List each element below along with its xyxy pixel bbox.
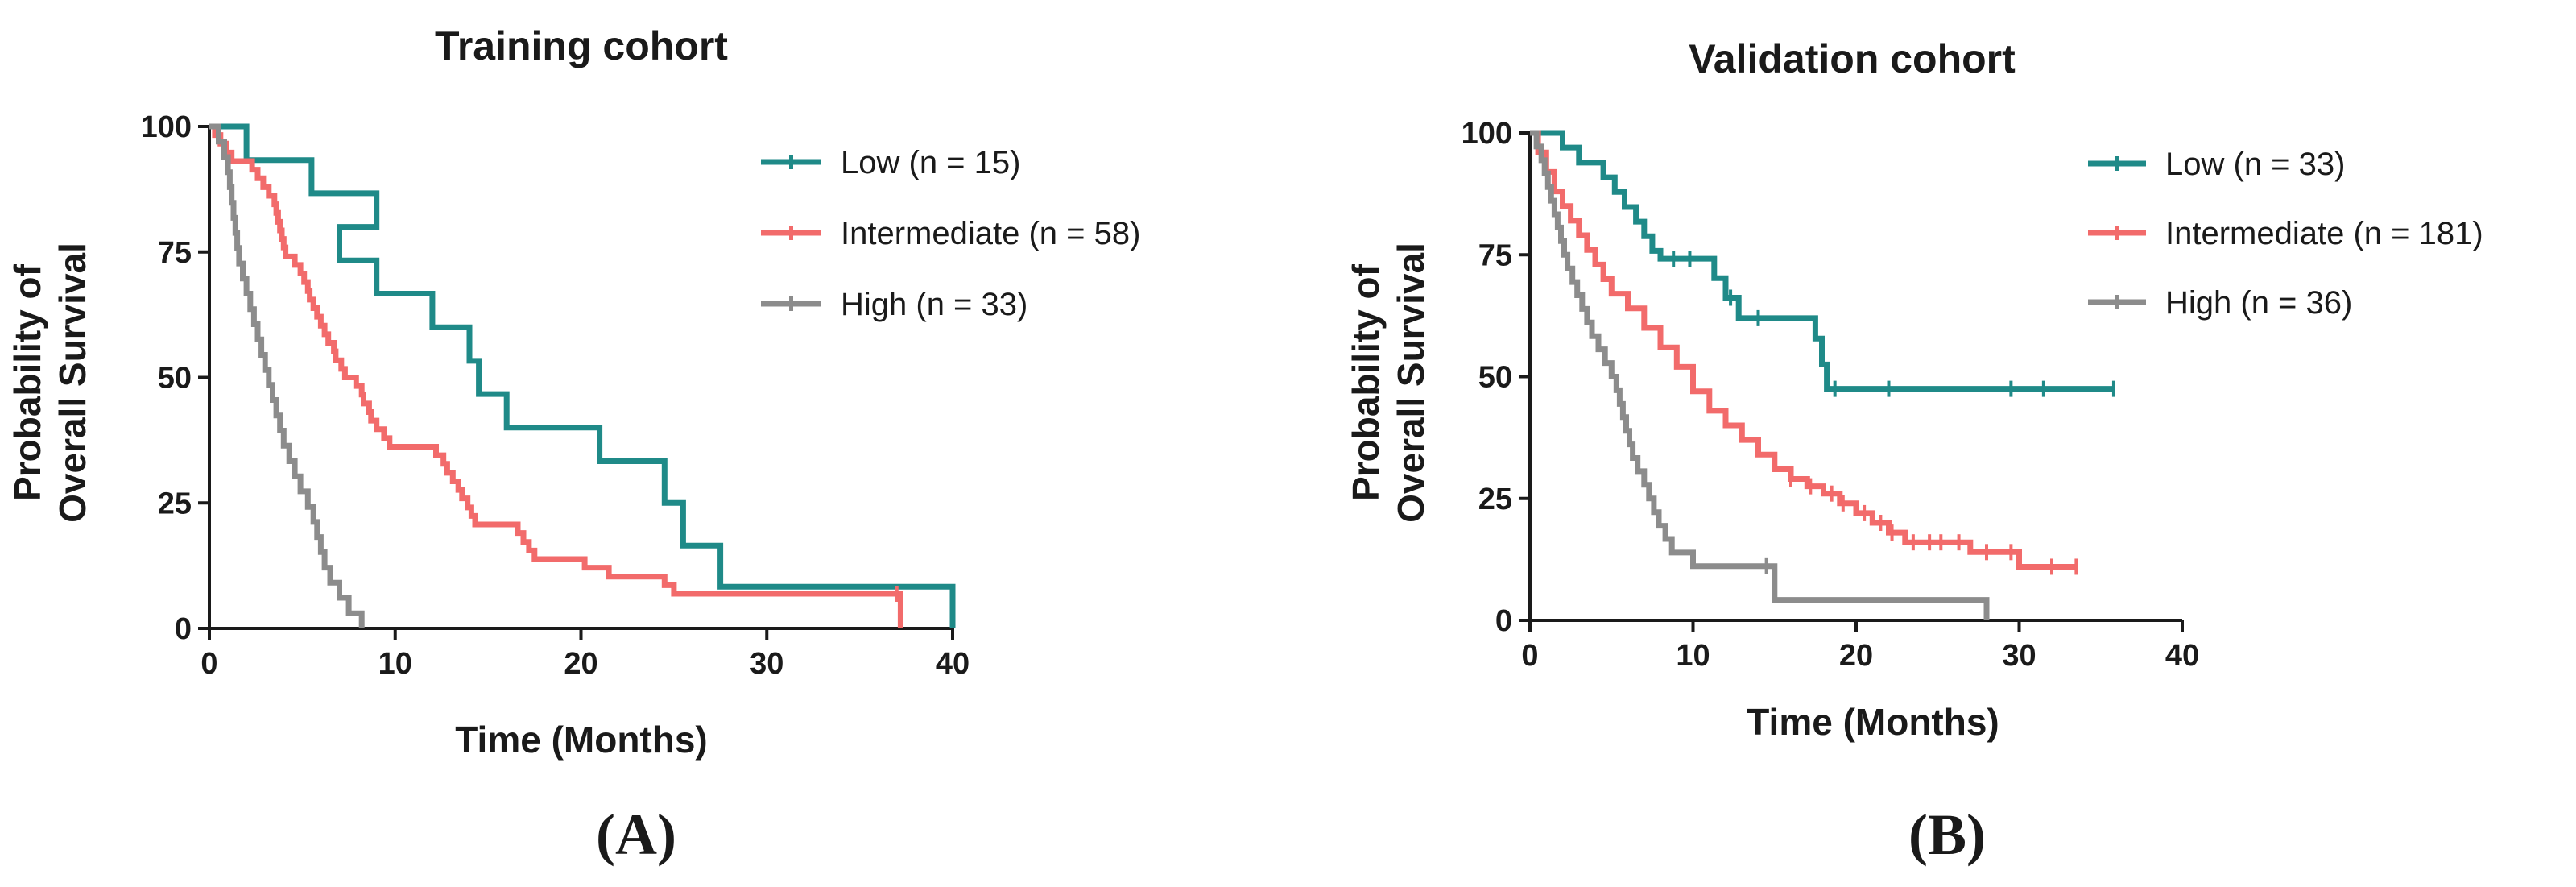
y-tick-label: 50	[1478, 361, 1512, 395]
panel-a-training: Training cohort Probability of Overall S…	[6, 23, 1140, 867]
legend-label: Intermediate (n = 58)	[841, 216, 1140, 251]
plot-area: 0 25 50 75 100 0 10 20 30 40	[1462, 117, 2200, 673]
y-tick-label: 100	[1462, 117, 1512, 151]
panel-label: (A)	[596, 802, 676, 867]
x-axis-title: Time (Months)	[1747, 701, 1999, 743]
legend-label: Low (n = 33)	[2165, 147, 2345, 182]
legend: Low (n = 15) Intermediate (n = 58) High (n…	[761, 145, 1140, 322]
series-line-intermediate	[1530, 130, 2077, 570]
series-line-low	[1530, 130, 2114, 392]
x-tick-label: 30	[2002, 639, 2036, 673]
x-tick-label: 40	[936, 647, 970, 681]
legend-label: Low (n = 15)	[841, 145, 1020, 180]
y-tick-label: 0	[1495, 604, 1512, 638]
chart-title: Validation cohort	[1689, 36, 2016, 81]
x-axis-title: Time (Months)	[455, 719, 707, 761]
y-tick-label: 75	[1478, 238, 1512, 272]
x-tick-label: 40	[2165, 639, 2199, 673]
y-tick-label: 100	[141, 110, 192, 144]
series-line-low	[209, 123, 956, 628]
y-axis-title-line-2: Overall Survival	[1390, 242, 1432, 523]
y-axis-title: Probability of Overall Survival	[6, 242, 93, 523]
plot-area: 0 25 50 75 100 0 10 20 30 40	[141, 110, 970, 681]
y-axis-title: Probability of Overall Survival	[1345, 242, 1432, 523]
y-tick-label: 25	[158, 487, 192, 520]
y-axis-title-line-1: Probability of	[6, 263, 48, 501]
y-tick-label: 50	[158, 362, 192, 396]
legend-label: High (n = 36)	[2165, 285, 2352, 321]
y-tick-label: 0	[175, 612, 192, 646]
legend-label: High (n = 33)	[841, 287, 1028, 322]
panel-b-validation: Validation cohort Probability of Overall…	[1345, 36, 2483, 867]
x-tick-label: 10	[378, 647, 412, 681]
legend: Low (n = 33) Intermediate (n = 181) High (…	[2088, 147, 2483, 321]
y-axis-title-line-2: Overall Survival	[52, 242, 93, 523]
series-line-intermediate	[209, 123, 903, 628]
series-line-high	[209, 123, 365, 628]
y-tick-label: 75	[158, 236, 192, 270]
x-tick-label: 30	[750, 647, 784, 681]
panel-label: (B)	[1908, 802, 1986, 867]
series-line-high	[1530, 130, 1990, 620]
legend-label: Intermediate (n = 181)	[2165, 216, 2483, 251]
chart-title: Training cohort	[435, 23, 728, 68]
x-tick-label: 20	[564, 647, 597, 681]
x-tick-label: 0	[201, 647, 217, 681]
x-tick-label: 0	[1521, 639, 1538, 673]
y-tick-label: 25	[1478, 483, 1512, 516]
y-axis-title-line-1: Probability of	[1345, 263, 1387, 501]
x-tick-label: 20	[1839, 639, 1873, 673]
x-tick-label: 10	[1676, 639, 1710, 673]
